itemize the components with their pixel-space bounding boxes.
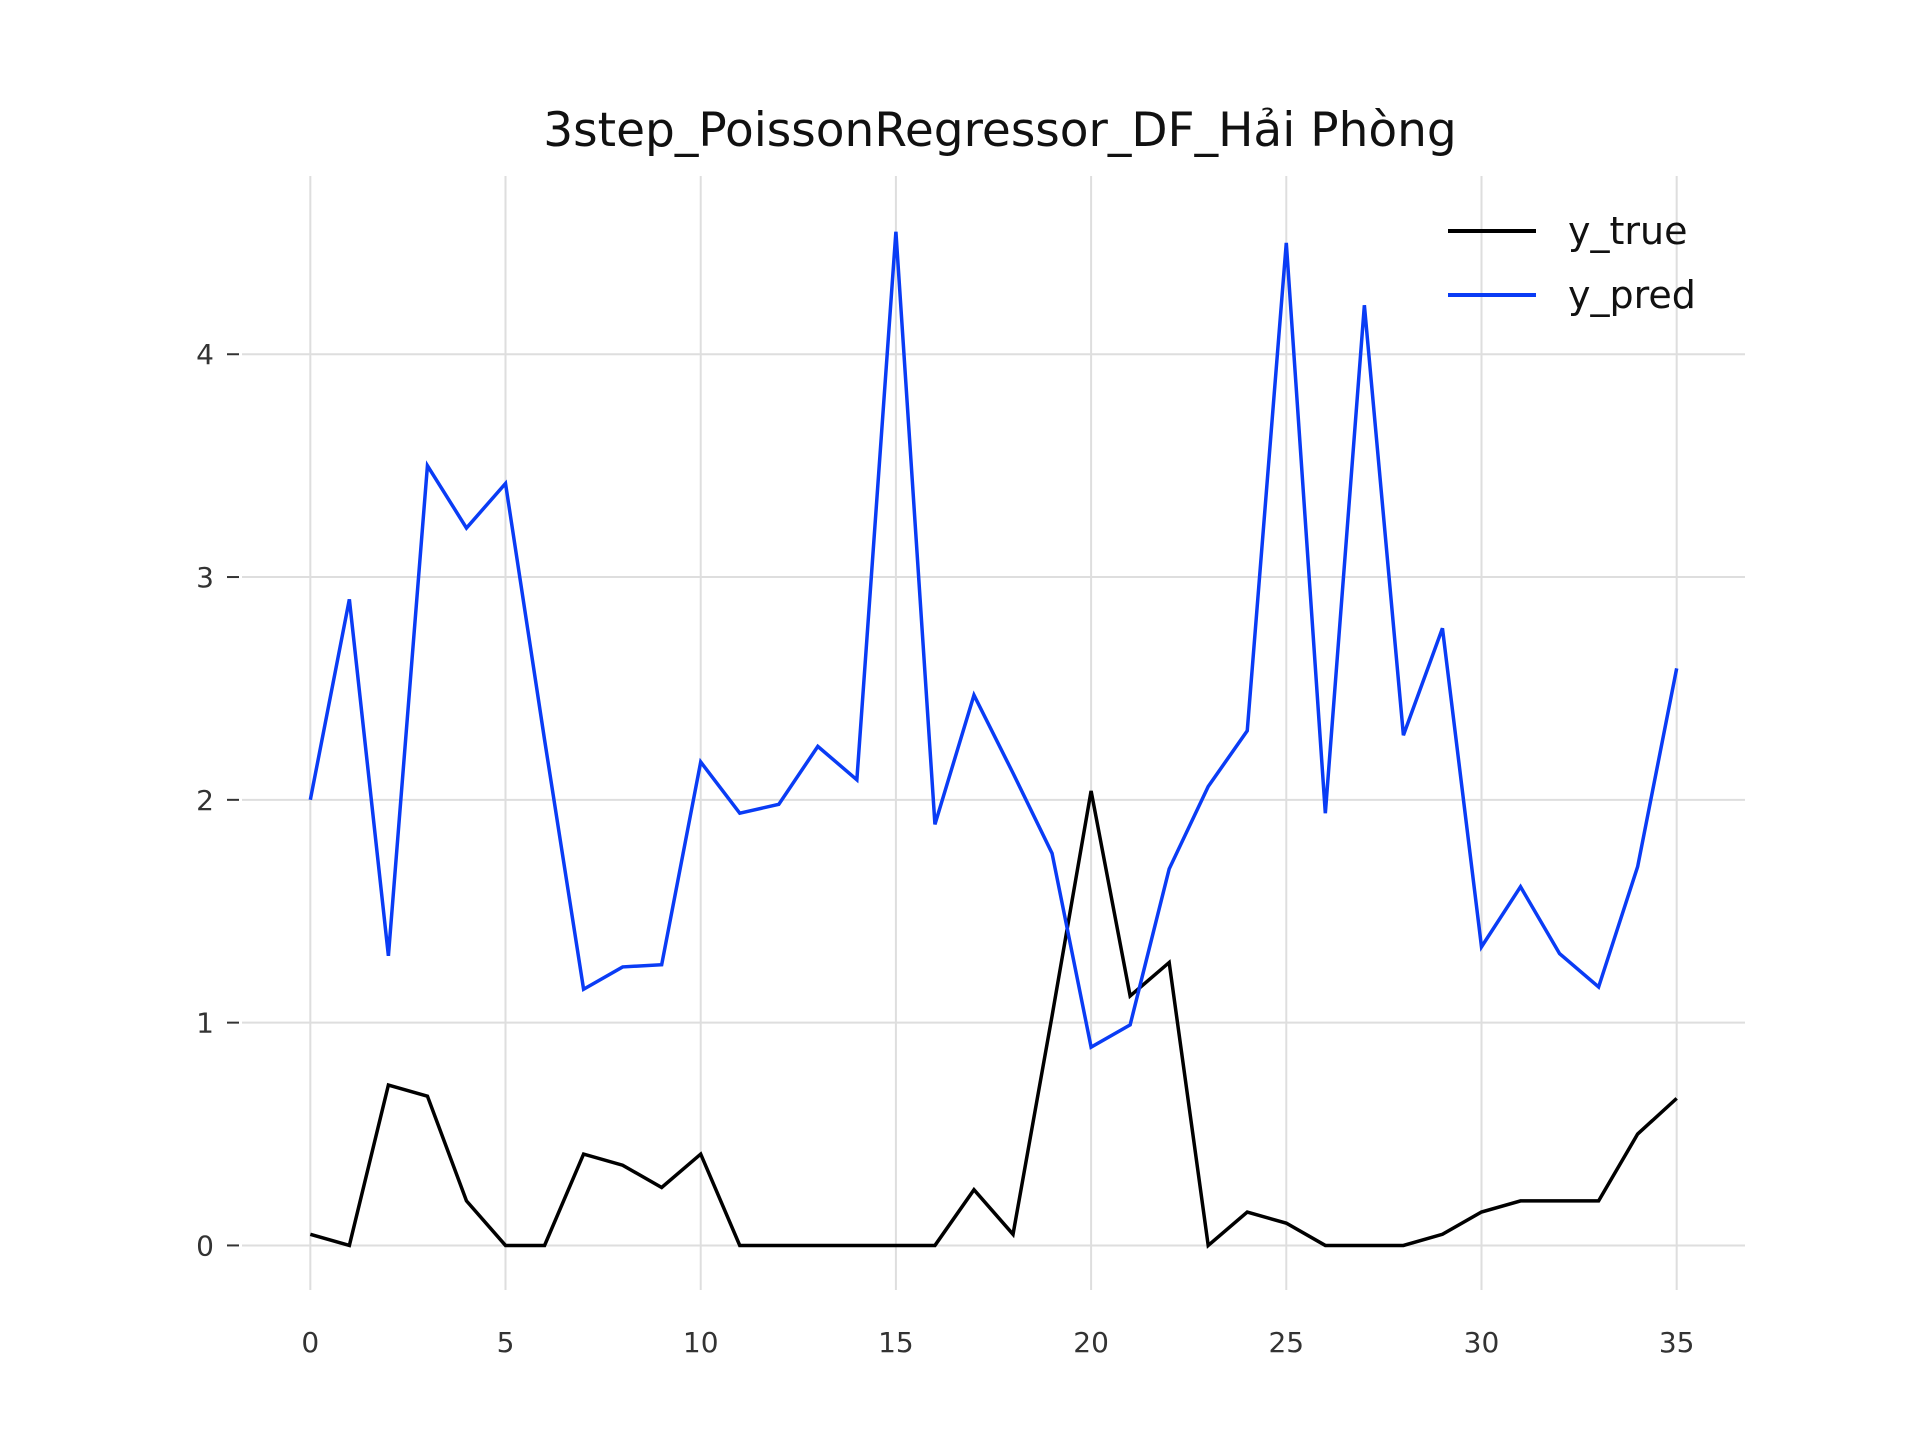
y-tick-label: 0 (196, 1229, 214, 1262)
series-line-y-true (309, 790, 1678, 1249)
y-tick-label: 3 (196, 561, 214, 594)
series-line-y-pred (308, 231, 1679, 1050)
x-tick-label: 10 (683, 1326, 719, 1359)
x-tick-label: 35 (1659, 1326, 1695, 1359)
series-lines (308, 231, 1679, 1249)
grid (242, 176, 1745, 1290)
axis-ticks: 0 5 10 15 20 25 30 35 0 1 2 3 4 (196, 338, 1694, 1359)
x-tick-label: 30 (1464, 1326, 1500, 1359)
chart-title: 3step_PoissonRegressor_DF_Hải Phòng (543, 103, 1457, 158)
y-tick-label: 2 (196, 784, 214, 817)
x-tick-label: 15 (878, 1326, 914, 1359)
x-tick-label: 20 (1073, 1326, 1109, 1359)
x-tick-label: 25 (1268, 1326, 1304, 1359)
y-tick-label: 1 (196, 1007, 214, 1040)
legend-label-y-true: y_true (1568, 209, 1687, 253)
y-tick-label: 4 (196, 338, 214, 371)
x-tick-label: 5 (497, 1326, 515, 1359)
legend: y_true y_pred (1448, 209, 1696, 317)
legend-label-y-pred: y_pred (1568, 273, 1696, 317)
x-tick-label: 0 (301, 1326, 319, 1359)
